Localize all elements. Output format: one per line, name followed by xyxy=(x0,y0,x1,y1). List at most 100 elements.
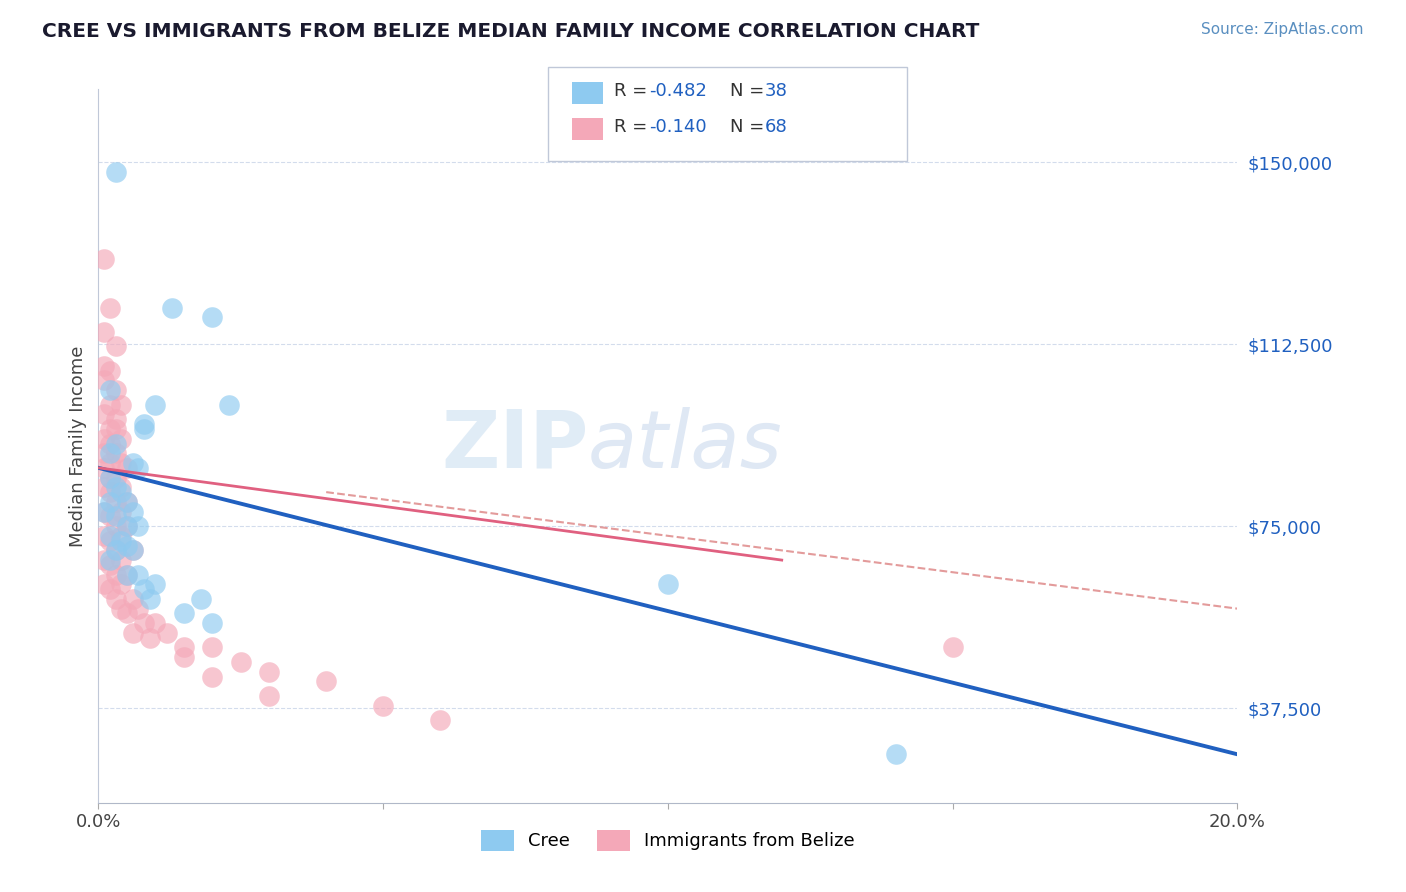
Point xyxy=(98,470,121,484)
Point xyxy=(121,456,143,470)
Point xyxy=(93,504,115,518)
Point xyxy=(127,460,149,475)
Point xyxy=(110,432,132,446)
Point xyxy=(98,301,121,315)
Point xyxy=(201,310,224,325)
Point xyxy=(115,460,138,475)
Point xyxy=(132,417,155,432)
Text: Source: ZipAtlas.com: Source: ZipAtlas.com xyxy=(1201,22,1364,37)
Point xyxy=(104,543,127,558)
Point xyxy=(93,577,115,591)
Text: ZIP: ZIP xyxy=(441,407,588,485)
Point xyxy=(93,432,115,446)
Text: R =: R = xyxy=(614,118,654,136)
Text: -0.140: -0.140 xyxy=(650,118,707,136)
Point xyxy=(132,422,155,436)
Point xyxy=(115,567,138,582)
Point xyxy=(104,383,127,397)
Point xyxy=(104,509,127,524)
Point xyxy=(145,398,167,412)
Point xyxy=(98,398,121,412)
Point xyxy=(156,626,179,640)
Point xyxy=(104,543,127,558)
Point xyxy=(98,529,121,543)
Point xyxy=(942,640,965,655)
Point xyxy=(98,485,121,500)
Point xyxy=(127,519,149,533)
Point xyxy=(110,577,132,591)
Point xyxy=(115,519,138,533)
Point xyxy=(110,480,132,494)
Point xyxy=(110,485,132,500)
Text: 68: 68 xyxy=(765,118,787,136)
Point xyxy=(104,567,127,582)
Point xyxy=(138,631,160,645)
Point xyxy=(173,650,195,665)
Point xyxy=(98,436,121,450)
Text: CREE VS IMMIGRANTS FROM BELIZE MEDIAN FAMILY INCOME CORRELATION CHART: CREE VS IMMIGRANTS FROM BELIZE MEDIAN FA… xyxy=(42,22,980,41)
Text: N =: N = xyxy=(730,118,769,136)
Point xyxy=(98,456,121,470)
Point xyxy=(110,553,132,567)
Text: N =: N = xyxy=(730,82,769,100)
Point xyxy=(98,558,121,572)
Point xyxy=(98,582,121,597)
Text: 38: 38 xyxy=(765,82,787,100)
Point xyxy=(98,509,121,524)
Point xyxy=(315,674,337,689)
Point xyxy=(259,665,281,679)
Point xyxy=(121,591,143,606)
Point xyxy=(115,519,138,533)
Point xyxy=(93,359,115,373)
Point xyxy=(98,553,121,567)
Point xyxy=(93,529,115,543)
Point xyxy=(115,495,138,509)
Point xyxy=(115,495,138,509)
Point xyxy=(104,165,127,179)
Text: R =: R = xyxy=(614,82,654,100)
Point xyxy=(115,539,138,553)
Point xyxy=(373,698,395,713)
Point xyxy=(93,553,115,567)
Point xyxy=(110,601,132,615)
Point xyxy=(104,446,127,460)
Point xyxy=(121,504,143,518)
Point xyxy=(104,470,127,484)
Point xyxy=(145,616,167,631)
Point xyxy=(104,422,127,436)
Point xyxy=(104,339,127,353)
Point xyxy=(104,495,127,509)
Legend: Cree, Immigrants from Belize: Cree, Immigrants from Belize xyxy=(474,822,862,858)
Point xyxy=(132,582,155,597)
Point xyxy=(98,495,121,509)
Point xyxy=(110,398,132,412)
Point xyxy=(259,689,281,703)
Point xyxy=(104,412,127,426)
Point xyxy=(145,577,167,591)
Point xyxy=(93,480,115,494)
Point xyxy=(429,713,451,727)
Point xyxy=(201,670,224,684)
Y-axis label: Median Family Income: Median Family Income xyxy=(69,345,87,547)
Text: atlas: atlas xyxy=(588,407,783,485)
Point xyxy=(93,325,115,339)
Point xyxy=(104,436,127,450)
Point xyxy=(93,252,115,266)
Point xyxy=(93,374,115,388)
Point xyxy=(657,577,679,591)
Point xyxy=(884,747,907,762)
Point xyxy=(98,364,121,378)
Point xyxy=(127,601,149,615)
Point xyxy=(110,504,132,518)
Point xyxy=(121,543,143,558)
Point xyxy=(93,504,115,518)
Point xyxy=(201,616,224,631)
Point xyxy=(93,460,115,475)
Point xyxy=(104,519,127,533)
Point xyxy=(110,529,132,543)
Text: -0.482: -0.482 xyxy=(650,82,707,100)
Point xyxy=(98,470,121,484)
Point xyxy=(162,301,184,315)
Point xyxy=(93,408,115,422)
Point xyxy=(190,591,212,606)
